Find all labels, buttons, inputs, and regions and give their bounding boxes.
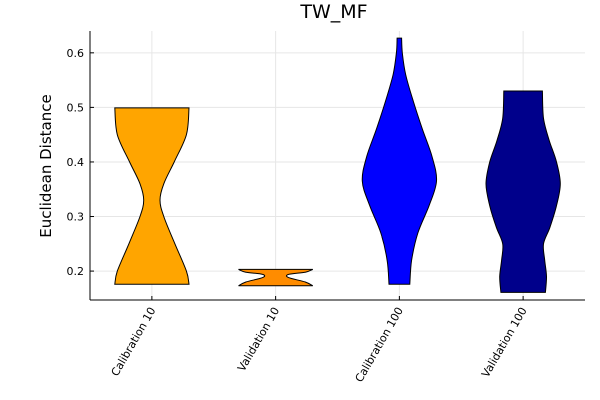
tick-layer: 0.2 0.3 0.4 0.5 0.6 Calibration 10 Validation …: [67, 47, 530, 385]
chart-title: TW_MF: [299, 1, 367, 23]
x-tick-label: Calibration 10: [109, 305, 159, 378]
x-tick-label: Calibration 100: [353, 305, 406, 385]
violin-validation-10: [238, 268, 314, 287]
x-tick-label: Validation 100: [479, 305, 530, 380]
y-tick-label: 0.3: [67, 211, 85, 224]
violin-calibration-10: [114, 107, 190, 285]
y-tick-label: 0.6: [67, 47, 85, 60]
y-tick-label: 0.5: [67, 101, 85, 114]
violin-layer: [114, 37, 561, 293]
x-tick-label: Validation 10: [235, 305, 282, 374]
axis-layer: [89, 31, 585, 301]
y-tick-label: 0.2: [67, 265, 85, 278]
y-axis-label: Euclidean Distance: [37, 94, 55, 237]
y-tick-label: 0.4: [67, 156, 85, 169]
violin-validation-100: [485, 90, 561, 293]
violin-calibration-100: [361, 37, 438, 285]
